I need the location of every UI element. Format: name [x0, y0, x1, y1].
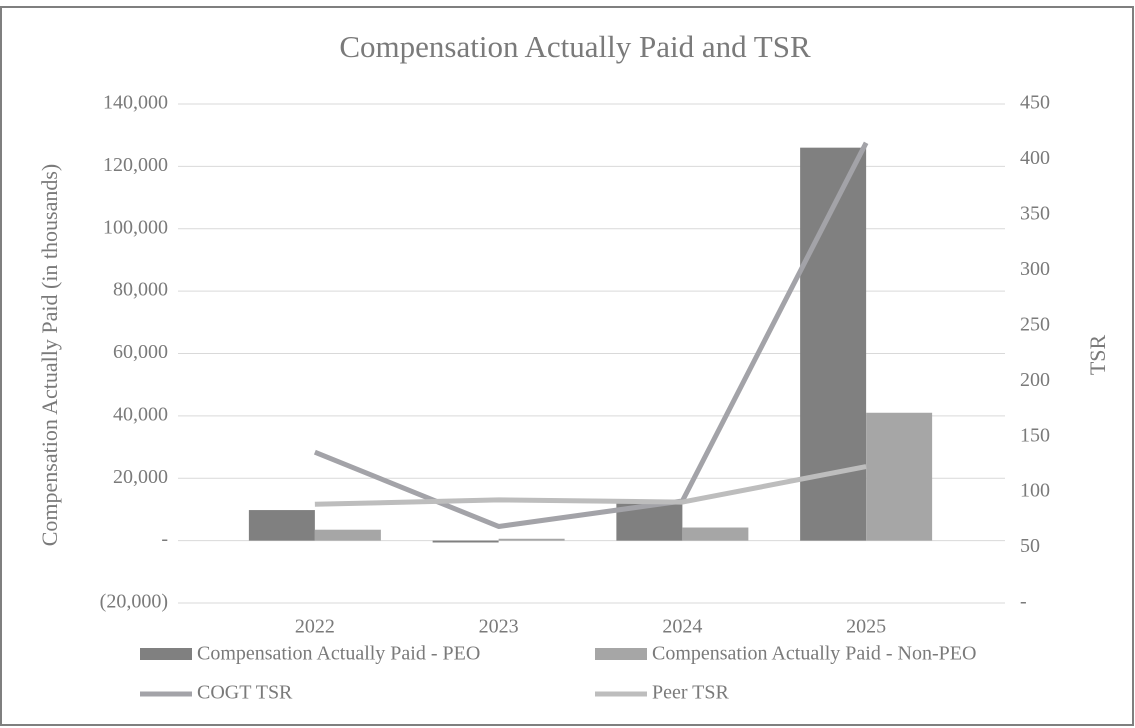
tick-label: 100,000	[103, 216, 168, 238]
legend-label: Peer TSR	[652, 682, 730, 704]
tick-label: 60,000	[113, 341, 168, 363]
legend-label: Compensation Actually Paid - Non-PEO	[652, 643, 976, 665]
tick-label: 50	[1020, 535, 1040, 557]
legend-swatch	[140, 648, 192, 660]
legend-label: Compensation Actually Paid - PEO	[197, 643, 480, 665]
legend-label: COGT TSR	[197, 682, 293, 704]
x-tick-label: 2024	[662, 616, 702, 638]
tick-label: 450	[1020, 92, 1050, 114]
x-tick-label: 2022	[295, 616, 335, 638]
line	[313, 141, 869, 529]
tick-label: 250	[1020, 313, 1050, 335]
tick-label: 100	[1020, 480, 1050, 502]
x-tick-label: 2025	[846, 616, 886, 638]
chart-border	[0, 6, 1134, 726]
bar	[498, 538, 565, 541]
tick-label: 80,000	[113, 279, 168, 301]
bar	[432, 540, 499, 543]
tick-label: 140,000	[103, 92, 168, 114]
tick-label: 200	[1020, 369, 1050, 391]
x-tick-label: 2023	[479, 616, 519, 638]
tick-label: (20,000)	[100, 591, 168, 613]
y2-axis-label: TSR	[1085, 335, 1110, 376]
tick-label: 400	[1020, 147, 1050, 169]
bar	[314, 529, 381, 541]
tick-label: -	[1020, 591, 1027, 613]
tick-label: 300	[1020, 258, 1050, 280]
tick-label: 150	[1020, 424, 1050, 446]
bar	[866, 412, 933, 541]
legend-swatch	[595, 648, 647, 660]
chart-title: Compensation Actually Paid and TSR	[339, 29, 811, 64]
y-axis-label: Compensation Actually Paid (in thousands…	[37, 164, 62, 547]
bar	[248, 510, 315, 541]
tick-label: 40,000	[113, 403, 168, 425]
tick-label: 120,000	[103, 154, 168, 176]
tick-label: -	[161, 528, 168, 550]
bar	[682, 527, 749, 541]
tick-label: 350	[1020, 202, 1050, 224]
tick-label: 20,000	[113, 466, 168, 488]
line	[314, 464, 867, 507]
